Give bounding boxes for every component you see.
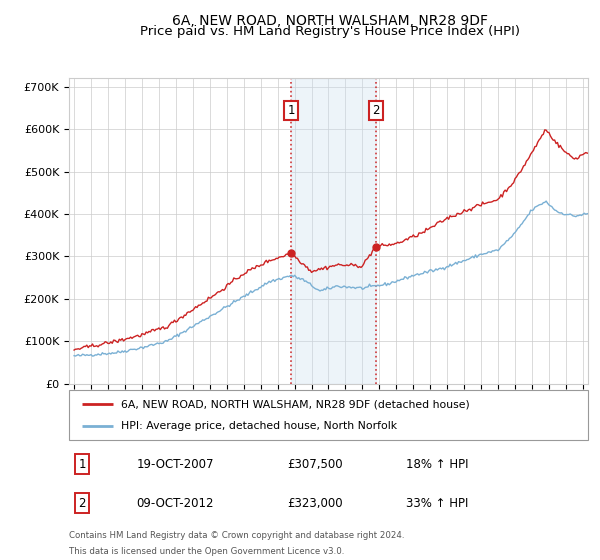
Text: 18% ↑ HPI: 18% ↑ HPI xyxy=(406,458,469,470)
Text: This data is licensed under the Open Government Licence v3.0.: This data is licensed under the Open Gov… xyxy=(69,547,344,556)
Text: 1: 1 xyxy=(78,458,86,470)
Text: 6A, NEW ROAD, NORTH WALSHAM, NR28 9DF (detached house): 6A, NEW ROAD, NORTH WALSHAM, NR28 9DF (d… xyxy=(121,399,470,409)
Text: 1: 1 xyxy=(287,104,295,117)
Text: 6A, NEW ROAD, NORTH WALSHAM, NR28 9DF: 6A, NEW ROAD, NORTH WALSHAM, NR28 9DF xyxy=(172,14,488,28)
Text: £307,500: £307,500 xyxy=(287,458,343,470)
Text: £323,000: £323,000 xyxy=(287,497,343,510)
Text: Price paid vs. HM Land Registry's House Price Index (HPI): Price paid vs. HM Land Registry's House … xyxy=(140,25,520,38)
Text: HPI: Average price, detached house, North Norfolk: HPI: Average price, detached house, Nort… xyxy=(121,421,397,431)
FancyBboxPatch shape xyxy=(69,390,588,440)
Text: 2: 2 xyxy=(372,104,379,117)
Text: 19-OCT-2007: 19-OCT-2007 xyxy=(136,458,214,470)
Text: Contains HM Land Registry data © Crown copyright and database right 2024.: Contains HM Land Registry data © Crown c… xyxy=(69,531,404,540)
Text: 09-OCT-2012: 09-OCT-2012 xyxy=(136,497,214,510)
Bar xyxy=(291,78,376,384)
Text: 2: 2 xyxy=(78,497,86,510)
Text: 33% ↑ HPI: 33% ↑ HPI xyxy=(406,497,469,510)
